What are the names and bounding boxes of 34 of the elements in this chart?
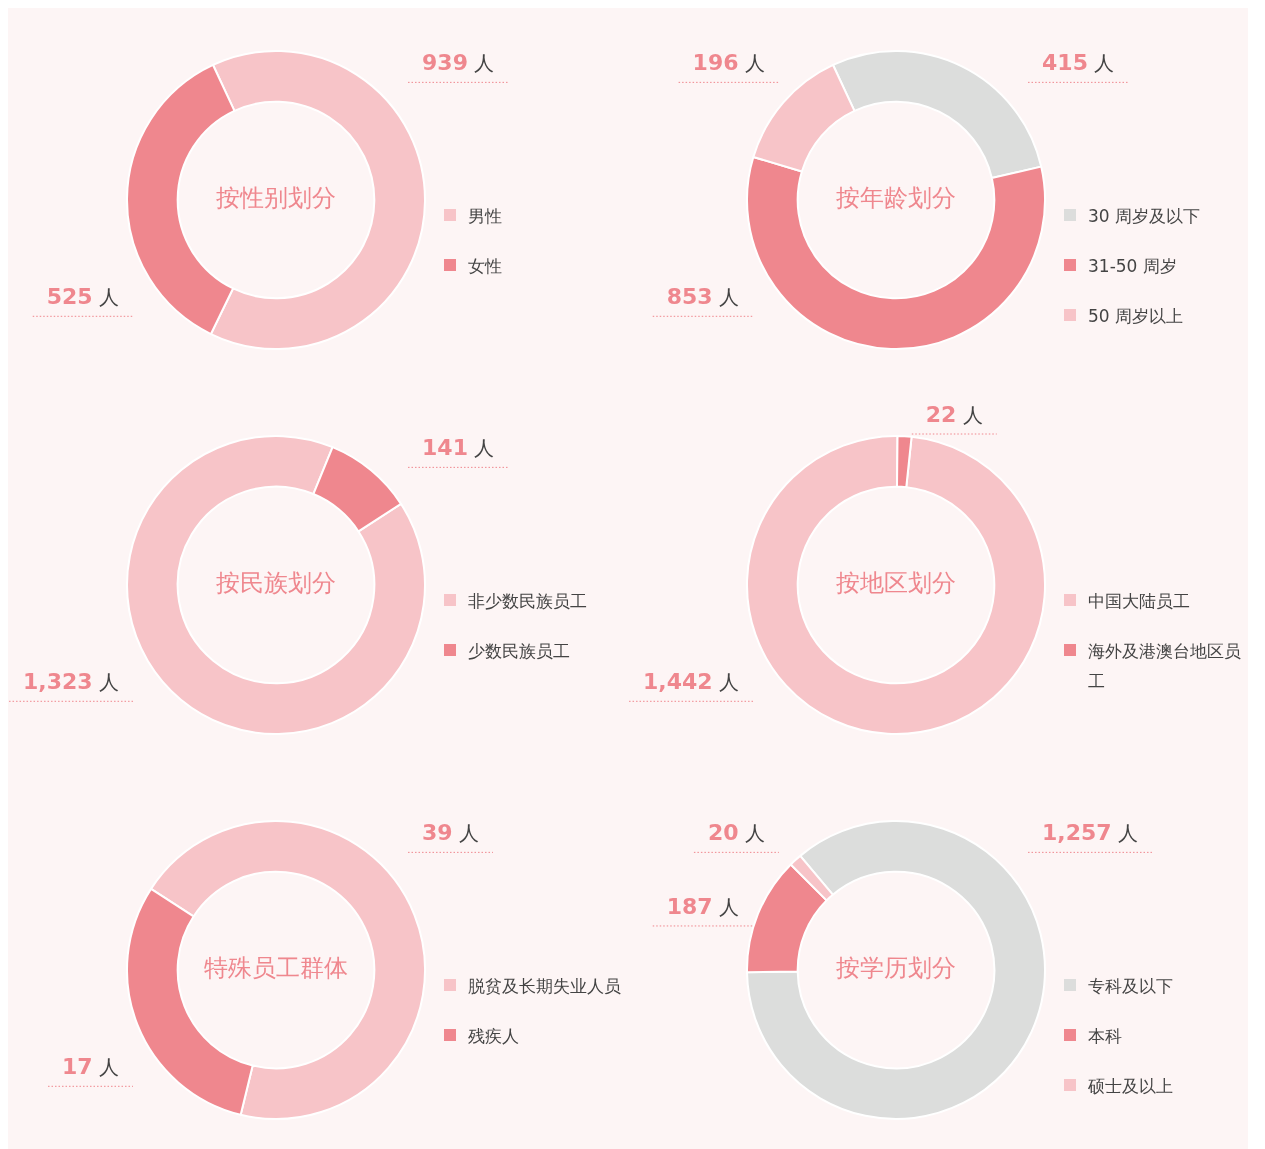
text: 特殊员工群体 [204, 954, 348, 983]
data-label: 525 人 [46, 284, 119, 310]
legend-label: 30 周岁及以下 [1088, 205, 1201, 228]
legend-label: 少数民族员工 [468, 640, 570, 663]
legend-label: 中国大陆员工 [1088, 590, 1190, 613]
legend-label: 本科 [1088, 1025, 1122, 1048]
data-label: 939 人 [422, 50, 495, 76]
data-label: 1,442 人 [643, 669, 739, 695]
data-label: 22 人 [925, 402, 983, 427]
data-label: 17 人 [62, 1054, 119, 1080]
text: 按学历划分 [836, 954, 956, 983]
legend-label: 女性 [468, 255, 502, 278]
data-label: 196 人 [692, 50, 765, 76]
legend-label: 50 周岁以上 [1088, 305, 1184, 328]
data-label: 1,323 人 [23, 669, 119, 695]
data-label: 853 人 [666, 284, 739, 310]
legend-label: 海外及港澳台地区员工 [1088, 640, 1242, 693]
legend-label: 非少数民族员工 [468, 590, 587, 613]
data-label: 1,257 人 [1042, 820, 1138, 846]
text: 按民族划分 [216, 569, 336, 598]
text: 按年龄划分 [836, 184, 956, 213]
legend-label: 残疾人 [468, 1025, 519, 1048]
data-label: 141 人 [422, 435, 495, 461]
legend-label: 专科及以下 [1088, 975, 1173, 998]
legend-label: 31-50 周岁 [1088, 255, 1177, 278]
text: 按地区划分 [836, 569, 956, 598]
text: 按性别划分 [216, 184, 336, 213]
legend-label: 男性 [468, 205, 502, 228]
data-label: 415 人 [1042, 50, 1115, 76]
data-label: 39 人 [422, 820, 479, 846]
data-label: 187 人 [666, 893, 739, 919]
legend-label: 硕士及以上 [1088, 1075, 1173, 1098]
legend-label: 脱贫及长期失业人员 [468, 975, 621, 998]
data-label: 20 人 [707, 820, 765, 846]
